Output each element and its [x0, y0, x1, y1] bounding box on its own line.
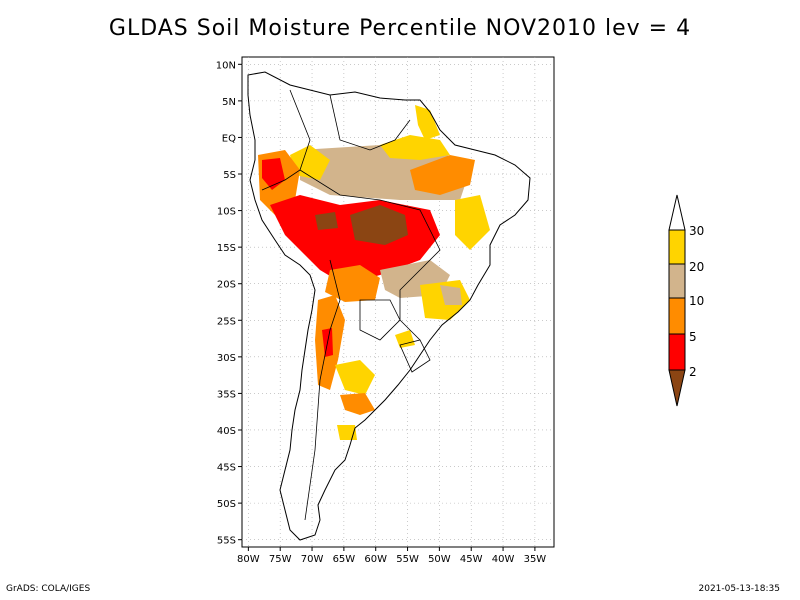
lon-tick-label: 65W: [333, 554, 356, 565]
lat-tick-label: 55S: [217, 536, 236, 547]
legend-label-10: 10: [689, 294, 704, 308]
region-yellow-amapa: [415, 105, 440, 140]
legend-label-2: 2: [689, 365, 697, 379]
lat-tick-label: 35S: [217, 389, 236, 400]
legend-label-20: 20: [689, 260, 704, 274]
map-title: GLDAS Soil Moisture Percentile NOV2010 l…: [108, 16, 692, 41]
lat-tick-label: 25S: [217, 316, 236, 327]
legend-swatch-gt30: [668, 194, 686, 231]
south-america-coastline: [247, 71, 531, 541]
region-brown-core2: [315, 212, 338, 230]
legend-swatch-lt2: [668, 369, 686, 407]
plot-frame: [241, 56, 555, 548]
lat-tick-label: 15S: [217, 243, 236, 254]
lat-tick-label: 10S: [217, 207, 236, 218]
lon-tick-label: 75W: [269, 554, 292, 565]
lon-tick-label: 55W: [396, 554, 419, 565]
longitude-labels: 80W 75W 70W 65W 60W 55W 50W 45W 40W 35W: [237, 547, 546, 565]
legend-swatch-5-10: [668, 297, 686, 335]
colorbar-legend: 30 20 10 5 2: [668, 194, 704, 407]
legend-label-5: 5: [689, 330, 697, 344]
lon-tick-label: 50W: [428, 554, 451, 565]
lat-tick-label: 45S: [217, 463, 236, 474]
region-yellow-north2: [380, 135, 450, 160]
latitude-labels: 10N 5N EQ 5S 10S 15S 20S 25S 30S 35S 40S 45S 50S 55S: [216, 60, 242, 547]
legend-swatch-10-20: [668, 263, 686, 299]
region-orange-pampas: [340, 393, 375, 415]
lon-tick-label: 60W: [364, 554, 387, 565]
lat-tick-label: 5N: [222, 97, 236, 108]
lat-tick-label: 20S: [217, 280, 236, 291]
legend-label-30: 30: [689, 224, 704, 238]
grid-lines: [242, 57, 554, 547]
lat-tick-label: EQ: [222, 133, 236, 144]
legend-swatch-2-5: [668, 333, 686, 371]
lon-tick-label: 35W: [524, 554, 547, 565]
lat-tick-label: 5S: [223, 170, 236, 181]
country-borders: [261, 89, 441, 521]
lon-tick-label: 80W: [237, 554, 260, 565]
lon-tick-label: 70W: [301, 554, 324, 565]
lat-tick-label: 10N: [216, 60, 236, 71]
timestamp: 2021-05-13-18:35: [698, 584, 781, 594]
region-yellow-patagonia: [337, 425, 357, 440]
region-orange-south-central: [325, 265, 380, 302]
region-red-west: [262, 158, 285, 190]
legend-swatch-20-30: [668, 229, 686, 265]
region-brown-core: [350, 205, 408, 245]
lon-tick-label: 45W: [460, 554, 483, 565]
region-orange-northeast: [410, 155, 475, 195]
region-tan-southeast: [440, 285, 462, 305]
grads-credit: GrADS: COLA/IGES: [6, 584, 91, 594]
lon-tick-label: 40W: [492, 554, 515, 565]
region-yellow-east: [455, 195, 490, 250]
lat-tick-label: 50S: [217, 499, 236, 510]
region-yellow-north: [290, 145, 330, 180]
lat-tick-label: 30S: [217, 353, 236, 364]
soil-moisture-shading: [258, 105, 490, 440]
region-yellow-uruguay: [395, 330, 415, 348]
lat-tick-label: 40S: [217, 426, 236, 437]
region-yellow-argentina: [335, 360, 375, 395]
